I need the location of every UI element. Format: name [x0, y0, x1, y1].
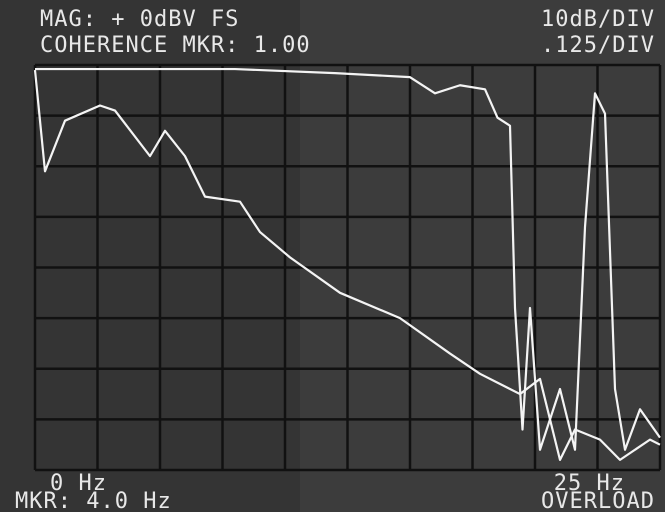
- header-text: MAG: + 0dBV FS: [40, 7, 239, 32]
- header-text: .125/DIV: [541, 33, 655, 58]
- status-text: OVERLOAD: [541, 489, 655, 512]
- trace: [33, 69, 661, 461]
- x-end-label: 25 Hz: [554, 471, 625, 496]
- header-text: COHERENCE MKR: 1.00: [40, 33, 311, 58]
- marker-text: MKR: 4.0 Hz: [15, 489, 172, 512]
- trace: [35, 67, 661, 451]
- grid: [33, 63, 662, 472]
- screen-shadow: [0, 0, 300, 512]
- header-text: 10dB/DIV: [541, 7, 655, 32]
- x-start-label: 0 Hz: [50, 471, 107, 496]
